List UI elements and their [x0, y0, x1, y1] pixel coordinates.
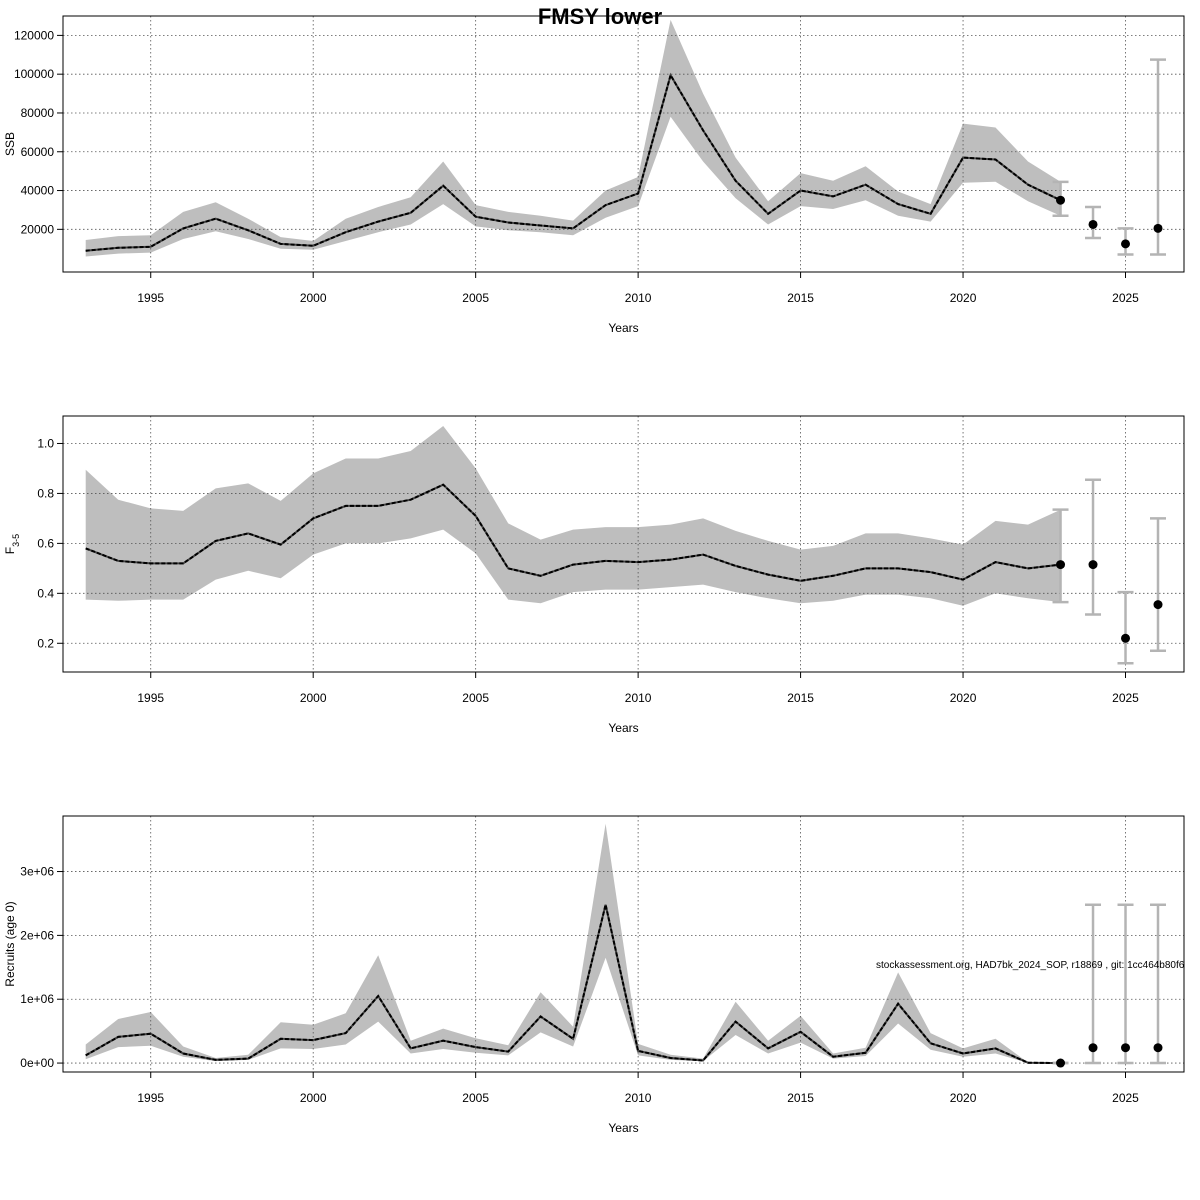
- fbar-xtick-label-2005: 2005: [462, 691, 489, 705]
- recruits-plot-frame: [62, 815, 1185, 1073]
- ssb-ytick-label-5: 120000: [14, 28, 54, 42]
- recruits-forecast-point-2026: [1153, 1043, 1163, 1053]
- recruits-xtick-label-2020: 2020: [950, 1091, 977, 1105]
- recruits-confidence-band: [85, 823, 1061, 1064]
- fbar-ytick-label-4: 1.0: [37, 436, 54, 450]
- recruits-xtick-label-2015: 2015: [787, 1091, 814, 1105]
- fbar-plot-frame: [62, 415, 1185, 673]
- fbar-forecast-point-2024: [1088, 560, 1098, 570]
- ssb-ylabel: SSB: [3, 132, 17, 156]
- ssb-ytick-label-3: 80000: [21, 106, 55, 120]
- ssb-xtick-label-2010: 2010: [625, 291, 652, 305]
- fbar-ytick-label-0: 0.2: [37, 636, 54, 650]
- ssb-xtick-label-2000: 2000: [300, 291, 327, 305]
- recruits-ytick-label-2: 2e+06: [20, 928, 54, 942]
- ssb-forecast-point-2024: [1088, 219, 1098, 229]
- recruits-xtick-label-2010: 2010: [625, 1091, 652, 1105]
- recruits-estimate-line-dashed: [85, 904, 1061, 1065]
- fbar-forecast-point-2026: [1153, 600, 1163, 610]
- ssb-ytick-label-4: 100000: [14, 67, 54, 81]
- fbar-xlabel: Years: [608, 721, 638, 735]
- ssb-xlabel: Years: [608, 321, 638, 335]
- ssb-forecast-point-2026: [1153, 223, 1163, 233]
- recruits-xtick-label-2000: 2000: [300, 1091, 327, 1105]
- recruits-forecast-point-2025: [1121, 1043, 1131, 1053]
- ssb-estimate-line-dashed: [85, 72, 1061, 252]
- fbar-ylabel: F3-5: [3, 534, 21, 554]
- recruits-ylabel: Recruits (age 0): [3, 901, 17, 986]
- recruits-ytick-label-3: 3e+06: [20, 865, 54, 879]
- footnote: stockassessment.org, HAD7bk_2024_SOP, r1…: [876, 960, 1185, 971]
- recruits-xtick-label-2005: 2005: [462, 1091, 489, 1105]
- ssb-xtick-label-2020: 2020: [950, 291, 977, 305]
- recruits-xlabel: Years: [608, 1121, 638, 1135]
- fbar-estimate-line-dashed: [85, 483, 1061, 582]
- fbar-xtick-label-2025: 2025: [1112, 691, 1139, 705]
- fbar-xtick-label-2015: 2015: [787, 691, 814, 705]
- fbar-ytick-label-1: 0.4: [37, 586, 54, 600]
- ssb-xtick-label-2015: 2015: [787, 291, 814, 305]
- ssb-forecast-point-2023: [1056, 195, 1066, 205]
- fbar-confidence-band: [85, 426, 1061, 606]
- fbar-ytick-label-3: 0.8: [37, 486, 54, 500]
- ssb-xtick-label-2025: 2025: [1112, 291, 1139, 305]
- ssb-ytick-label-0: 20000: [21, 222, 55, 236]
- chart-title: FMSY lower: [538, 4, 663, 29]
- fbar-xtick-label-2010: 2010: [625, 691, 652, 705]
- fbar-ylabel-subscript: 3-5: [11, 534, 21, 547]
- recruits-estimate-line: [85, 904, 1061, 1065]
- fbar-xtick-label-1995: 1995: [137, 691, 164, 705]
- fbar-forecast-point-2023: [1056, 560, 1066, 570]
- fbar-xtick-label-2020: 2020: [950, 691, 977, 705]
- ssb-xtick-label-1995: 1995: [137, 291, 164, 305]
- fbar-xtick-label-2000: 2000: [300, 691, 327, 705]
- ssb-ytick-label-2: 60000: [21, 145, 55, 159]
- fbar-forecast-point-2025: [1121, 633, 1131, 643]
- recruits-forecast-point-2023: [1056, 1058, 1066, 1068]
- ssb-forecast-point-2025: [1121, 239, 1131, 249]
- recruits-ytick-label-1: 1e+06: [20, 992, 54, 1006]
- recruits-xtick-label-2025: 2025: [1112, 1091, 1139, 1105]
- recruits-forecast-point-2024: [1088, 1043, 1098, 1053]
- ssb-plot-frame: [62, 15, 1185, 273]
- fbar-ytick-label-2: 0.6: [37, 536, 54, 550]
- recruits-ytick-label-0: 0e+00: [20, 1056, 54, 1070]
- ssb-xtick-label-2005: 2005: [462, 291, 489, 305]
- ssb-confidence-band: [85, 19, 1061, 257]
- recruits-xtick-label-1995: 1995: [137, 1091, 164, 1105]
- ssb-ytick-label-1: 40000: [21, 184, 55, 198]
